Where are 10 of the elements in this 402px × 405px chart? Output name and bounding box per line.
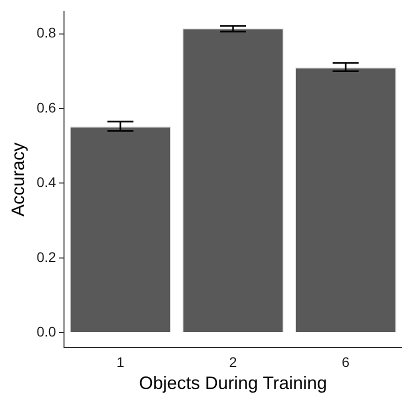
x-tick-label: 2	[229, 354, 238, 370]
y-axis-title: Accuracy	[8, 142, 28, 217]
x-axis-title: Objects During Training	[138, 373, 328, 394]
x-tick-label: 1	[116, 354, 124, 370]
y-tick-label: 0.2	[36, 248, 56, 265]
y-tick-label: 0.4	[36, 174, 56, 190]
y-tick-label: 0.8	[36, 24, 56, 41]
x-tick-label: 6	[342, 354, 350, 370]
y-tick-label: 0.6	[36, 99, 56, 116]
y-tick-label: 0.0	[36, 324, 56, 340]
